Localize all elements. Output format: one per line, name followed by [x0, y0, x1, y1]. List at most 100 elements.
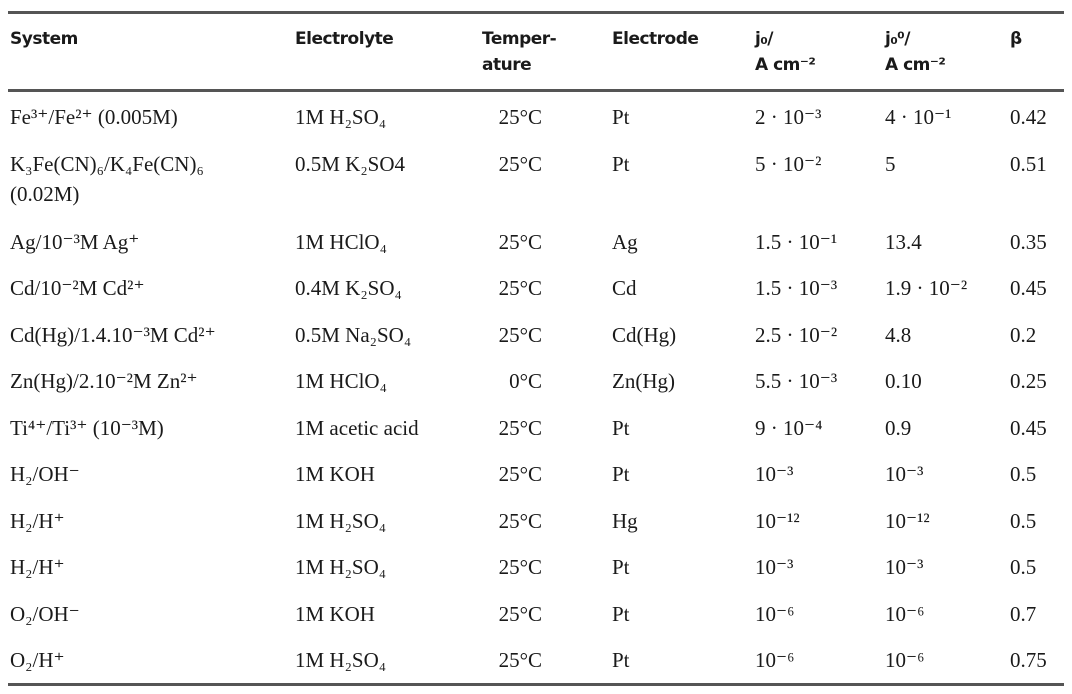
table-row: Cd/10⁻²M Cd²⁺ 0.4M K₂SO₄ 25°C Cd 1.5 · 10⁻³ 1…	[10, 273, 1070, 320]
cell-beta: 0.35	[1010, 229, 1047, 254]
header-electrolyte: Electrolyte	[295, 29, 394, 49]
cell-system: Ti⁴⁺/Ti³⁺ (10⁻³M)	[10, 415, 164, 440]
cell-temperature: 25°C	[482, 506, 612, 553]
cell-system: H₂/OH⁻	[10, 462, 80, 486]
table-row: O₂/H⁺ 1M H₂SO₄ 25°C Pt 10⁻⁶ 10⁻⁶ 0.75	[10, 645, 1070, 692]
table-row: O₂/OH⁻ 1M KOH 25°C Pt 10⁻⁶ 10⁻⁶ 0.7	[10, 599, 1070, 646]
cell-system: Fe³⁺/Fe²⁺ (0.005M)	[10, 105, 178, 129]
cell-j0: 10⁻³	[755, 555, 794, 579]
cell-temperature-value: 25°C	[498, 322, 542, 347]
cell-j00: 4.8	[885, 322, 912, 347]
cell-temperature: 25°C	[482, 552, 612, 599]
cell-temperature-value: 25°C	[498, 508, 542, 533]
cell-temperature-value: 25°C	[498, 105, 542, 129]
cell-system-line2: (0.02M)	[10, 181, 80, 206]
cell-electrolyte: 0.5M Na₂SO₄	[295, 322, 412, 347]
cell-temperature: 25°C	[482, 273, 612, 320]
cell-electrode: Pt	[612, 105, 630, 129]
cell-system: Ag/10⁻³M Ag⁺	[10, 229, 140, 254]
header-j00-line1: j₀⁰/	[885, 29, 910, 49]
cell-beta: 0.42	[1010, 105, 1047, 129]
cell-electrolyte: 1M HClO₄	[295, 369, 387, 393]
cell-system: Cd/10⁻²M Cd²⁺	[10, 276, 145, 300]
cell-temperature-value: 25°C	[498, 462, 542, 486]
cell-temperature: 25°C	[482, 645, 612, 692]
cell-temperature: 25°C	[482, 459, 612, 506]
cell-electrolyte: 0.5M K₂SO4	[295, 151, 406, 176]
cell-j00: 4 · 10⁻¹	[885, 105, 952, 129]
cell-j00: 10⁻⁶	[885, 601, 925, 626]
cell-j0: 10⁻³	[755, 462, 794, 486]
cell-electrolyte: 1M H₂SO₄	[295, 648, 387, 672]
cell-j0: 2.5 · 10⁻²	[755, 322, 838, 347]
table-row: Ti⁴⁺/Ti³⁺ (10⁻³M) 1M acetic acid 25°C Pt 9 ·…	[10, 413, 1070, 460]
header-row: System Electrolyte Temper-ature Electrod…	[10, 16, 1070, 88]
cell-temperature-value: 25°C	[498, 276, 542, 300]
table-row: Fe³⁺/Fe²⁺ (0.005M) 1M H₂SO₄ 25°C Pt 2 · 10⁻³…	[10, 88, 1070, 149]
cell-temperature: 25°C	[482, 413, 612, 460]
cell-electrolyte: 1M KOH	[295, 601, 375, 626]
cell-temperature-value: 25°C	[498, 229, 542, 254]
cell-beta: 0.45	[1010, 276, 1047, 300]
cell-electrolyte: 1M H₂SO₄	[295, 508, 387, 533]
cell-j0: 5 · 10⁻²	[755, 151, 822, 176]
cell-j0: 5.5 · 10⁻³	[755, 369, 838, 393]
cell-system: Cd(Hg)/1.4.10⁻³M Cd²⁺	[10, 322, 216, 347]
cell-electrode: Pt	[612, 415, 630, 440]
header-j0-line2: A cm⁻²	[755, 55, 816, 75]
cell-temperature: 25°C	[482, 320, 612, 367]
cell-j00: 10⁻⁶	[885, 648, 925, 672]
header-rule	[8, 89, 1064, 92]
header-j0: j₀/A cm⁻²	[755, 16, 885, 88]
cell-j0: 9 · 10⁻⁴	[755, 415, 823, 440]
table-row: Zn(Hg)/2.10⁻²M Zn²⁺ 1M HClO₄ 0°C Zn(Hg) 5.5 …	[10, 366, 1070, 413]
cell-beta: 0.45	[1010, 415, 1047, 440]
cell-j0: 10⁻⁶	[755, 601, 795, 626]
cell-j00: 0.9	[885, 415, 912, 440]
table-row: Ag/10⁻³M Ag⁺ 1M HClO₄ 25°C Ag 1.5 · 10⁻¹ 13.4…	[10, 227, 1070, 274]
header-system: System	[10, 29, 78, 49]
cell-temperature-value: 25°C	[498, 555, 542, 579]
cell-temperature-value: 25°C	[498, 151, 542, 176]
cell-electrode: Zn(Hg)	[612, 369, 675, 393]
cell-electrolyte: 1M acetic acid	[295, 415, 419, 440]
cell-j0: 10⁻¹²	[755, 508, 800, 533]
cell-electrolyte: 1M KOH	[295, 462, 375, 486]
header-j00: j₀⁰/A cm⁻²	[885, 16, 1010, 88]
cell-system: H₂/H⁺	[10, 508, 65, 533]
header-j0-line1: j₀/	[755, 29, 773, 49]
cell-electrolyte: 1M HClO₄	[295, 229, 387, 254]
cell-j0: 1.5 · 10⁻¹	[755, 229, 838, 254]
cell-j0: 2 · 10⁻³	[755, 105, 822, 129]
cell-temperature-value: 25°C	[498, 601, 542, 626]
cell-temperature: 25°C	[482, 149, 612, 227]
cell-electrode: Pt	[612, 648, 630, 672]
cell-temperature: 25°C	[482, 88, 612, 149]
cell-electrode: Cd(Hg)	[612, 322, 677, 347]
header-temperature: Temper-ature	[482, 16, 612, 88]
cell-system: O₂/OH⁻	[10, 601, 80, 626]
table-row: H₂/H⁺ 1M H₂SO₄ 25°C Pt 10⁻³ 10⁻³ 0.5	[10, 552, 1070, 599]
cell-beta: 0.5	[1010, 508, 1037, 533]
header-electrode: Electrode	[612, 29, 699, 49]
cell-electrode: Cd	[612, 276, 637, 300]
cell-electrolyte: 0.4M K₂SO₄	[295, 276, 402, 300]
cell-j0: 10⁻⁶	[755, 648, 795, 672]
cell-j0: 1.5 · 10⁻³	[755, 276, 838, 300]
table-row: H₂/H⁺ 1M H₂SO₄ 25°C Hg 10⁻¹² 10⁻¹² 0.5	[10, 506, 1070, 553]
cell-temperature: 25°C	[482, 227, 612, 274]
cell-system: Zn(Hg)/2.10⁻²M Zn²⁺	[10, 369, 198, 393]
cell-beta: 0.7	[1010, 601, 1037, 626]
cell-temperature-value: 25°C	[498, 415, 542, 440]
cell-beta: 0.5	[1010, 555, 1037, 579]
cell-j00: 10⁻³	[885, 555, 924, 579]
cell-temperature: 0°C	[482, 366, 612, 413]
cell-electrolyte: 1M H₂SO₄	[295, 105, 387, 129]
cell-j00: 1.9 · 10⁻²	[885, 276, 968, 300]
header-temperature-line1: Temper-	[482, 29, 557, 49]
bottom-rule	[8, 683, 1064, 686]
cell-j00: 10⁻³	[885, 462, 924, 486]
header-temperature-line2: ature	[482, 55, 532, 75]
table-row: Cd(Hg)/1.4.10⁻³M Cd²⁺ 0.5M Na₂SO₄ 25°C Cd(H…	[10, 320, 1070, 367]
cell-electrode: Hg	[612, 508, 638, 533]
